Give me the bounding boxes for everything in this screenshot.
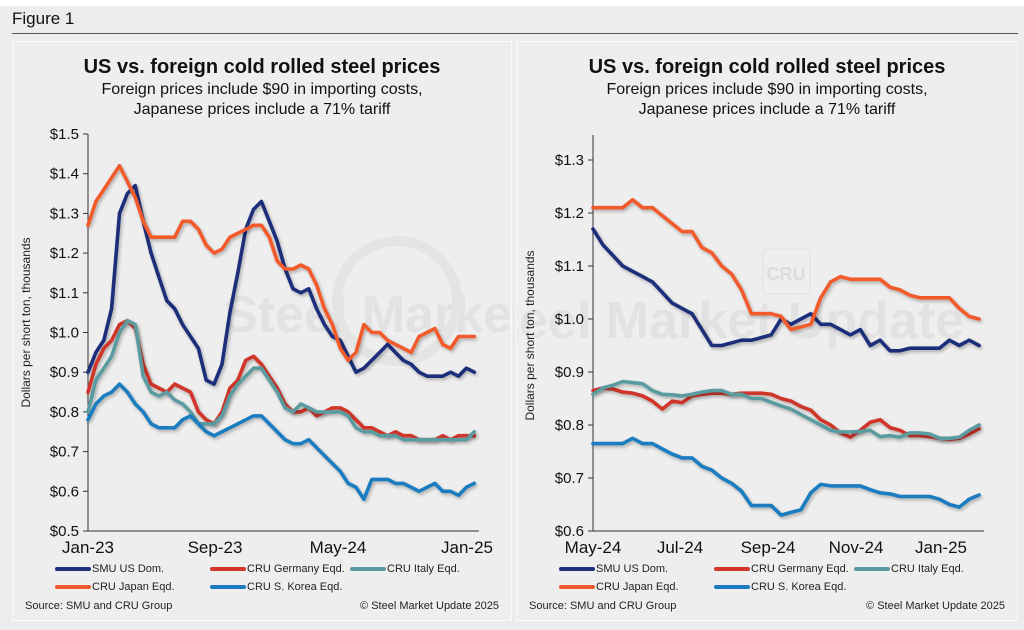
y-tick-label: $1.1 — [555, 258, 584, 275]
subtitle-line-1: Foreign prices include $90 in importing … — [606, 81, 928, 98]
y-tick-label: $0.9 — [555, 364, 584, 381]
legend-label: CRU S. Korea Eqd. — [247, 581, 343, 593]
cru-badge-text: CRU — [767, 264, 806, 284]
x-tick-label: Sep-23 — [188, 538, 243, 557]
legend-swatch — [854, 567, 890, 571]
legend-label: CRU Japan Eqd. — [92, 581, 175, 593]
x-tick-label: May-24 — [310, 538, 367, 557]
y-tick-label: $1.3 — [50, 205, 79, 222]
subtitle-line-2: Japanese prices include a 71% tariff — [638, 101, 896, 118]
y-axis-label: Dollars per short ton, thousands — [523, 250, 537, 420]
left-chart-panel: US vs. foreign cold rolled steel prices … — [12, 41, 513, 621]
legend-item: SMU US Dom. — [559, 563, 668, 575]
series-line-cru-japan-eqd — [591, 198, 981, 332]
x-tick-label: Sep-24 — [741, 538, 796, 557]
subtitle-line-1: Foreign prices include $90 in importing … — [101, 81, 423, 98]
legend-label: CRU Germany Eqd. — [751, 563, 849, 575]
y-tick-label: $1.1 — [50, 285, 79, 302]
y-tick-label: $0.9 — [50, 364, 79, 381]
chart-title: US vs. foreign cold rolled steel prices — [83, 56, 441, 78]
x-tick-label: Jan-25 — [915, 538, 967, 557]
series-line-cru-s-korea-eqd — [591, 436, 981, 517]
series-line-cru-italy-eqd — [86, 318, 477, 442]
y-tick-label: $0.8 — [555, 417, 584, 434]
y-axis-label: Dollars per short ton, thousands — [19, 237, 33, 407]
legend-label: CRU Japan Eqd. — [596, 581, 679, 593]
series-line-smu-us-dom — [86, 183, 477, 386]
chart-subtitle: Foreign prices include $90 in importing … — [517, 80, 1017, 120]
y-tick-label: $1.2 — [50, 245, 79, 262]
x-tick-label: Nov-24 — [829, 538, 884, 557]
watermark-logo-arc — [332, 236, 462, 366]
x-tick-label: May-24 — [565, 538, 622, 557]
right-chart-panel: US vs. foreign cold rolled steel prices … — [516, 41, 1018, 621]
y-tick-label: $1.0 — [555, 311, 584, 328]
y-tick-label: $0.6 — [555, 523, 584, 540]
top-strip — [0, 0, 1024, 6]
legend-swatch — [55, 585, 91, 589]
chart-subtitle: Foreign prices include $90 in importing … — [13, 80, 511, 120]
series-line-cru-japan-eqd — [86, 164, 477, 363]
legend-swatch — [210, 585, 246, 589]
subtitle-line-2: Japanese prices include a 71% tariff — [133, 101, 391, 118]
series-line-cru-s-korea-eqd — [86, 382, 477, 502]
copyright-note: © Steel Market Update 2025 — [360, 600, 499, 612]
series-group — [591, 198, 981, 517]
right-line-chart: Steel Market UpdateCRU$0.6$0.7$0.8$0.9$1… — [517, 135, 984, 557]
figure-rule — [12, 33, 1018, 34]
legend-item: CRU Italy Eqd. — [350, 563, 460, 575]
cru-badge-box — [762, 248, 811, 295]
legend-label: SMU US Dom. — [596, 563, 669, 575]
y-tick-label: $0.8 — [50, 404, 79, 421]
y-tick-label: $1.0 — [50, 325, 79, 342]
x-tick-label: Jan-25 — [441, 538, 493, 557]
x-tick-label: Jul-24 — [657, 538, 703, 557]
legend-item: SMU US Dom. — [55, 563, 164, 575]
y-tick-label: $1.3 — [555, 152, 584, 169]
legend-label: CRU Italy Eqd. — [891, 563, 964, 575]
copyright-note: © Steel Market Update 2025 — [866, 600, 1005, 612]
legend-swatch — [210, 567, 246, 571]
legend-swatch — [714, 567, 750, 571]
series-line-cru-germany-eqd — [591, 386, 981, 442]
legend-swatch — [559, 585, 595, 589]
source-note: Source: SMU and CRU Group — [529, 600, 677, 612]
x-tick-label: Jan-23 — [62, 538, 114, 557]
legend-swatch — [559, 567, 595, 571]
y-tick-label: $0.7 — [555, 470, 584, 487]
legend-label: CRU S. Korea Eqd. — [751, 581, 847, 593]
legend-label: CRU Germany Eqd. — [247, 563, 345, 575]
legend-swatch — [55, 567, 91, 571]
legend-label: CRU Italy Eqd. — [387, 563, 460, 575]
left-line-chart: Steel Market Update $0.5 $0.6 $0.7 $0.8 $0.9 $… — [19, 126, 513, 557]
y-tick-label: $1.5 — [50, 126, 79, 143]
chart-title: US vs. foreign cold rolled steel prices — [588, 56, 946, 78]
y-tick-label: $1.4 — [50, 166, 79, 183]
y-tick-label: $0.6 — [50, 483, 79, 500]
legend-label: SMU US Dom. — [92, 563, 165, 575]
legend-swatch — [350, 567, 386, 571]
figure-label: Figure 1 — [12, 9, 75, 28]
legend-item: CRU Japan Eqd. — [559, 581, 679, 593]
legend-item: CRU Germany Eqd. — [210, 563, 345, 575]
legend-item: CRU Italy Eqd. — [854, 563, 964, 575]
legend-item: CRU Germany Eqd. — [714, 563, 849, 575]
legend-item: CRU S. Korea Eqd. — [210, 581, 342, 593]
y-tick-label: $0.7 — [50, 444, 79, 461]
legend-item: CRU S. Korea Eqd. — [714, 581, 846, 593]
watermark: Steel Market Update — [223, 286, 513, 344]
source-note: Source: SMU and CRU Group — [25, 600, 173, 612]
legend-item: CRU Japan Eqd. — [55, 581, 175, 593]
y-tick-label: $1.2 — [555, 205, 584, 222]
series-line-cru-italy-eqd — [591, 379, 981, 441]
series-group — [86, 164, 477, 502]
legend-swatch — [714, 585, 750, 589]
y-tick-label: $0.5 — [50, 523, 79, 540]
